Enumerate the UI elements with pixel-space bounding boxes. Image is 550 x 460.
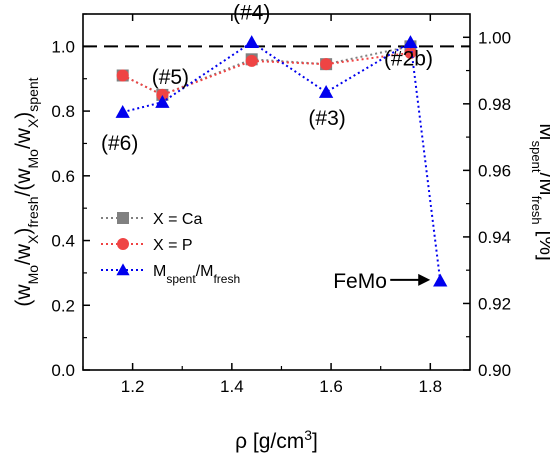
left-axis-label: (wMo/wX)fresh/(wMo/wX)spent bbox=[12, 77, 41, 306]
annotation-sample-5: (#5) bbox=[152, 66, 189, 89]
left-tick-label: 1.0 bbox=[51, 37, 75, 56]
x-tick-label: 1.4 bbox=[220, 377, 244, 396]
annotation-femo: FeMo bbox=[333, 270, 387, 293]
left-axis-ticks: 0.0 0.2 0.4 0.6 0.8 1.0 bbox=[51, 13, 90, 380]
left-tick-label: 0.4 bbox=[51, 232, 75, 251]
femo-arrow-head bbox=[418, 273, 431, 286]
series-line-2 bbox=[122, 40, 442, 281]
legend-label-p: X = P bbox=[153, 237, 193, 254]
series-2-point bbox=[433, 273, 448, 287]
legend-label-mass-ratio: Mspent/Mfresh bbox=[153, 263, 240, 286]
legend-marker-2 bbox=[116, 263, 130, 276]
x-axis-label: ρ [g/cm3] bbox=[235, 427, 318, 453]
legend-label-ca: X = Ca bbox=[153, 211, 202, 228]
left-tick-label: 0.2 bbox=[51, 296, 75, 315]
legend-marker-1 bbox=[117, 238, 129, 250]
series-1-point bbox=[156, 88, 169, 101]
series-1-point bbox=[404, 46, 417, 59]
series-2-point bbox=[403, 35, 418, 49]
x-tick-label: 1.6 bbox=[319, 377, 343, 396]
right-tick-label: 0.90 bbox=[478, 361, 511, 380]
right-tick-label: 0.98 bbox=[478, 95, 511, 114]
series-1-point bbox=[245, 54, 258, 67]
right-tick-label: 0.92 bbox=[478, 294, 511, 313]
plot-frame bbox=[82, 13, 471, 371]
right-tick-label: 0.96 bbox=[478, 161, 511, 180]
series-layer bbox=[115, 35, 448, 287]
x-tick-label: 1.8 bbox=[418, 377, 442, 396]
x-axis-ticks: 1.2 1.4 1.6 1.8 bbox=[82, 14, 442, 396]
left-tick-label: 0.6 bbox=[51, 167, 75, 186]
right-tick-label: 1.00 bbox=[478, 28, 511, 47]
legend: X = Ca X = P Mspent/Mfresh bbox=[101, 211, 240, 286]
series-2-point bbox=[155, 95, 170, 108]
series-2-point bbox=[318, 85, 334, 98]
series-1-point bbox=[320, 58, 333, 71]
annotation-sample-3: (#3) bbox=[308, 107, 345, 130]
x-tick-label: 1.2 bbox=[121, 377, 145, 396]
right-axis-ticks: 0.90 0.92 0.94 0.96 0.98 1.00 bbox=[463, 28, 511, 380]
series-1-point bbox=[116, 69, 129, 82]
right-axis-label: Mspent/Mfresh [%] bbox=[530, 123, 550, 261]
left-tick-label: 0.8 bbox=[51, 102, 75, 121]
femo-arrow-icon bbox=[390, 273, 431, 286]
series-2-point bbox=[244, 35, 259, 49]
right-tick-label: 0.94 bbox=[478, 228, 511, 247]
annotation-sample-2b: (#2b) bbox=[384, 47, 433, 70]
left-tick-label: 0.0 bbox=[51, 361, 75, 380]
annotation-sample-6: (#6) bbox=[101, 132, 138, 155]
annotation-sample-4: (#4) bbox=[233, 1, 270, 24]
legend-marker-0 bbox=[117, 212, 129, 224]
series-2-point bbox=[115, 104, 130, 118]
